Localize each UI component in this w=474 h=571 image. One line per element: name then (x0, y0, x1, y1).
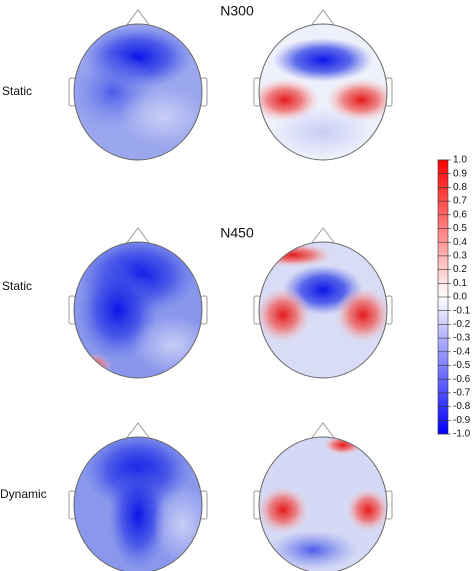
colorbar-tick-label: 1.0 (453, 155, 467, 166)
blob (273, 107, 373, 157)
colorbar-tick-label: 0.2 (453, 264, 467, 275)
colorbar-tick-label: -0.5 (453, 360, 471, 371)
topomaps (68, 9, 393, 571)
colorbar-tick-label: -0.4 (453, 346, 471, 357)
colorbar-tick-label: 0.5 (453, 223, 467, 234)
topomap (259, 24, 387, 160)
topomap (74, 437, 202, 571)
nose (125, 9, 151, 27)
row-label: Dynamic (0, 487, 47, 501)
topomap (74, 24, 202, 160)
topomap (259, 437, 387, 571)
head-outline (258, 241, 388, 379)
colorbar-tick-label: 0.1 (453, 278, 467, 289)
panel-title: N300 (220, 3, 254, 19)
colorbar: 1.0 0.9 0.8 0.7 0.6 0.5 0.4 0.3 0.2 0.1 0.0 -0.1 -0.… (437, 155, 471, 440)
nose (125, 422, 151, 440)
nose (310, 227, 336, 245)
blob (323, 437, 363, 455)
blob (108, 460, 168, 570)
blob (335, 287, 387, 343)
blob (118, 87, 202, 147)
colorbar-tick-label: -0.8 (453, 401, 471, 412)
blob (74, 353, 113, 377)
row-label: Static (2, 279, 32, 293)
row-label: Static (2, 84, 32, 98)
colorbar-tick-label: 0.7 (453, 196, 467, 207)
nose (310, 9, 336, 27)
colorbar-tick-label: -0.2 (453, 319, 471, 330)
blob (259, 486, 309, 534)
blob (259, 287, 311, 343)
colorbar-tick-label: -0.1 (453, 305, 471, 316)
head-outline (258, 23, 388, 161)
colorbar-tick-label: -0.3 (453, 333, 471, 344)
blob (346, 488, 387, 532)
topomap (259, 242, 387, 378)
blob (268, 530, 358, 570)
topomap (74, 242, 202, 378)
colorbar-tick-label: 0.8 (453, 182, 467, 193)
colorbar-tick-label: 0.4 (453, 237, 467, 248)
colorbar-tick-label: 0.3 (453, 251, 467, 262)
colorbar-tick-label: -0.9 (453, 415, 471, 426)
head-outline (73, 23, 203, 161)
panel-title: N450 (220, 225, 254, 241)
blob (259, 243, 333, 267)
colorbar-tick-label: -0.6 (453, 374, 471, 385)
colorbar-tick-label: 0.0 (453, 292, 467, 303)
nose (310, 422, 336, 440)
colorbar-tick-label: 0.6 (453, 209, 467, 220)
blob (273, 38, 373, 82)
colorbar-tick-label: -1.0 (453, 429, 471, 440)
head-outline (258, 436, 388, 571)
colorbar-tick-label: 0.9 (453, 168, 467, 179)
head-outline (73, 436, 203, 571)
head-outline (73, 241, 203, 379)
colorbar-tick-label: -0.7 (453, 388, 471, 399)
nose (125, 227, 151, 245)
